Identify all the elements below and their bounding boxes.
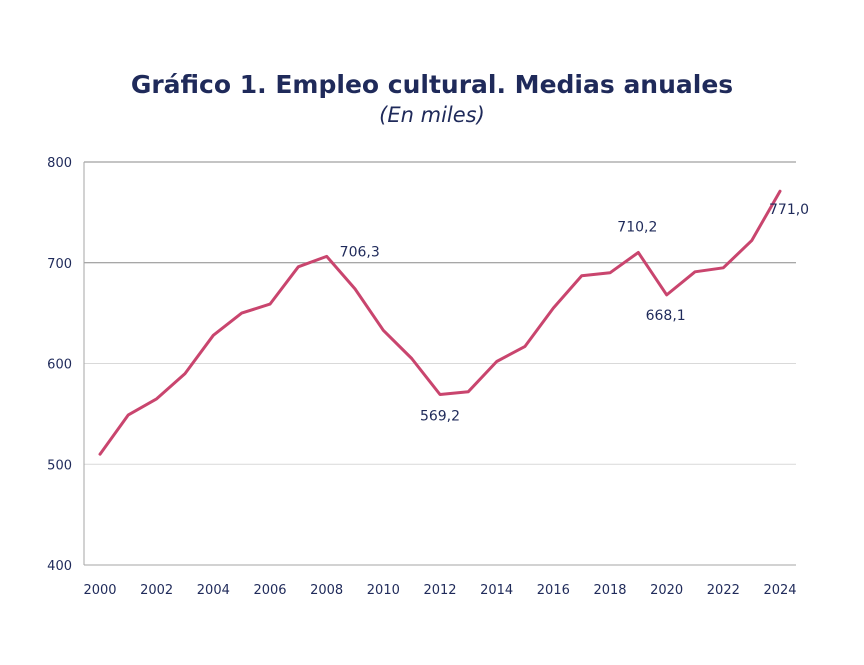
- x-tick-label-2008: 2008: [310, 583, 343, 598]
- x-tick-label-2014: 2014: [480, 583, 513, 598]
- y-tick-label-700: 700: [47, 257, 72, 272]
- x-tick-label-2010: 2010: [367, 583, 400, 598]
- gridlines: [84, 161, 796, 465]
- x-tick-label-2022: 2022: [707, 583, 740, 598]
- axes: [83, 162, 796, 566]
- data-labels: 706,3 569,2 710,2 668,1 771,0: [340, 202, 809, 424]
- data-label-2012: 569,2: [420, 409, 460, 425]
- series-line: [98, 189, 782, 456]
- x-tick-label-2018: 2018: [593, 583, 626, 598]
- x-tick-label-2012: 2012: [423, 583, 456, 598]
- y-tick-label-600: 600: [47, 358, 72, 373]
- data-label-2019: 710,2: [617, 219, 657, 235]
- chart-subtitle: (En miles): [379, 103, 485, 127]
- series-empleo-cultural: [98, 189, 782, 456]
- y-tick-label-400: 400: [47, 559, 72, 574]
- x-tick-label-2016: 2016: [537, 583, 570, 598]
- x-axis-ticks: 2000 2002 2004 2006 2008 2010 2012 2014 2016 2018…: [83, 583, 796, 598]
- x-tick-label-2002: 2002: [140, 583, 173, 598]
- y-tick-label-800: 800: [47, 156, 72, 171]
- x-tick-label-2006: 2006: [253, 583, 286, 598]
- y-axis-ticks: 400 500 600 700 800: [47, 156, 72, 574]
- data-label-2020: 668,1: [646, 308, 686, 324]
- data-label-2024: 771,0: [769, 202, 809, 218]
- x-tick-label-2004: 2004: [197, 583, 230, 598]
- x-tick-label-2024: 2024: [763, 583, 796, 598]
- y-tick-label-500: 500: [47, 458, 72, 473]
- x-tick-label-2020: 2020: [650, 583, 683, 598]
- chart-title: Gráfico 1. Empleo cultural. Medias anual…: [130, 70, 734, 99]
- x-tick-label-2000: 2000: [83, 583, 116, 598]
- data-label-2008: 706,3: [340, 244, 380, 260]
